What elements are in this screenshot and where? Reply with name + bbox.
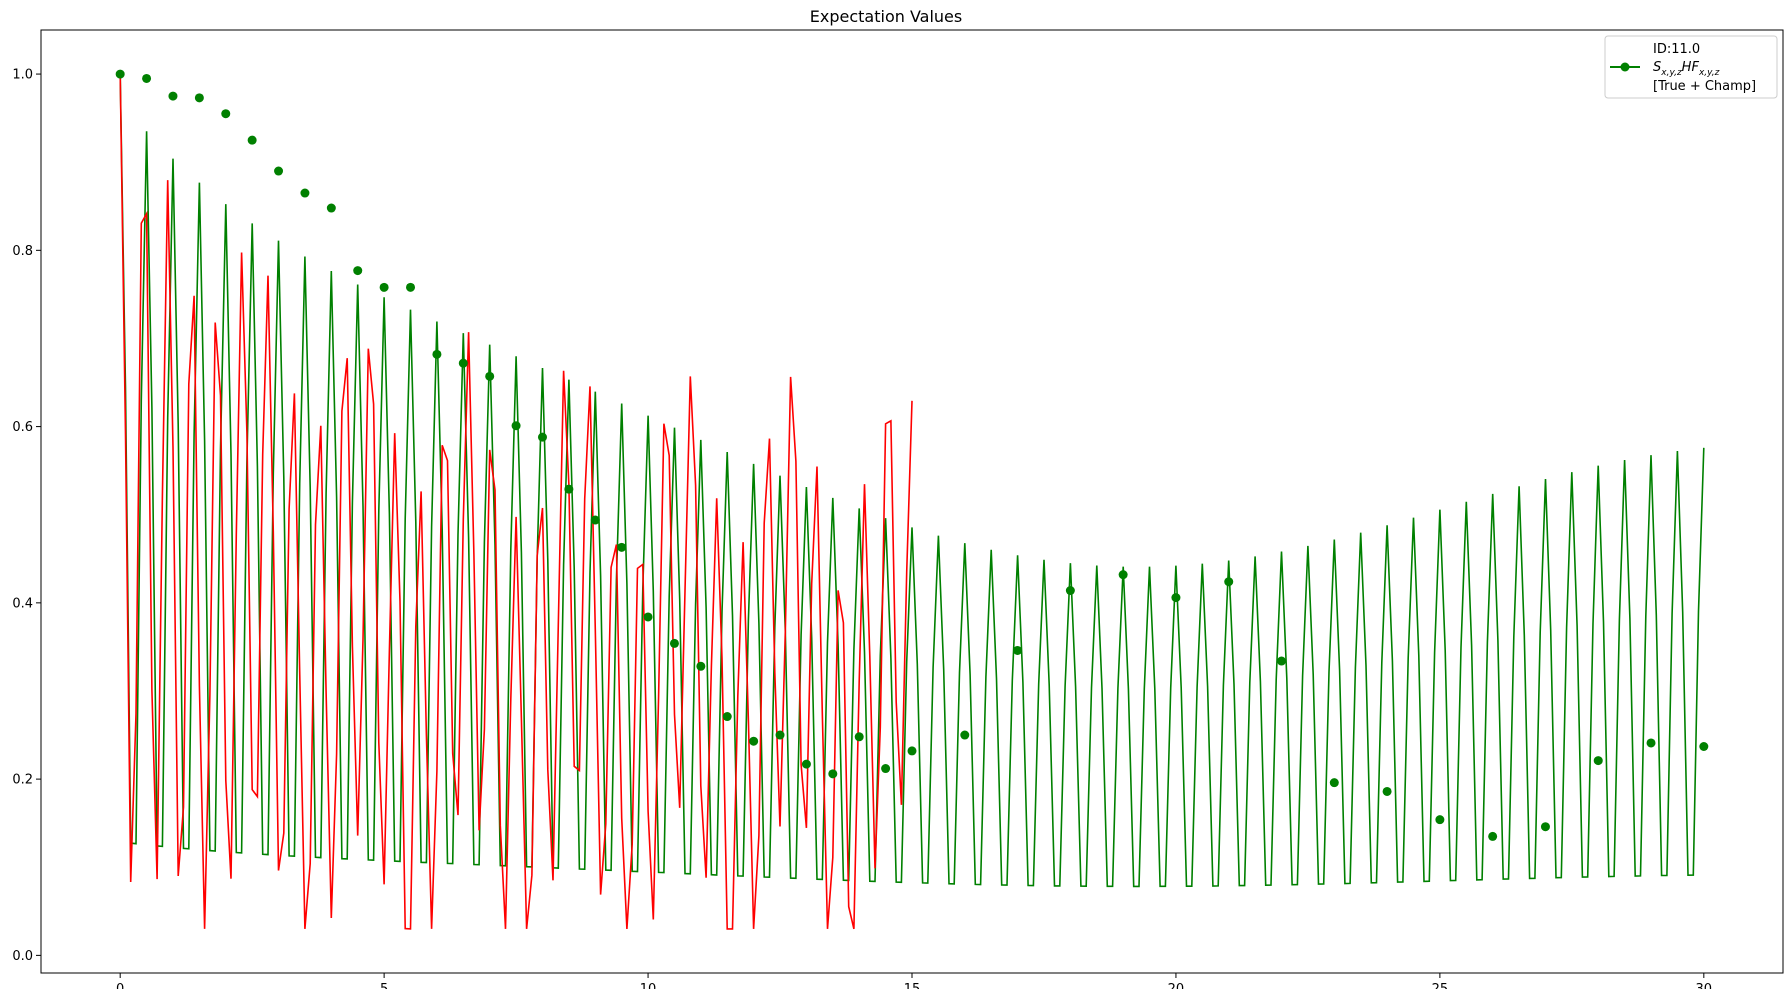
y-tick-label: 0.6 [12,420,33,435]
series-line-red [119,74,913,930]
legend-label-s: S [1653,60,1661,75]
data-point-marker [168,91,178,101]
data-point-marker [960,730,970,740]
x-tick-label: 25 [1432,982,1449,989]
data-point-marker [617,542,627,552]
data-point-marker [1382,786,1392,796]
data-point-marker [1593,756,1603,766]
data-point-marker [696,661,706,671]
x-tick-label: 0 [116,982,124,989]
data-point-marker [801,759,811,769]
data-point-marker [406,282,416,292]
data-point-marker [221,109,231,119]
chart-title: Expectation Values [810,7,962,26]
x-tick-label: 5 [380,982,388,989]
legend-title: ID:11.0 [1653,42,1700,57]
data-point-marker [379,282,389,292]
data-point-marker [854,732,864,742]
data-point-marker [1171,593,1181,603]
data-point-marker [485,371,495,381]
data-point-marker [1329,778,1339,788]
x-axis: 0 5 10 15 20 25 30 [116,973,1712,989]
data-point-marker [828,769,838,779]
data-point-marker [1488,831,1498,841]
data-point-marker [274,166,284,176]
data-point-marker [458,358,468,368]
data-point-marker [669,638,679,648]
data-point-marker [1435,815,1445,825]
data-point-marker [432,349,442,359]
data-point-marker [537,432,547,442]
data-point-marker [1065,586,1075,596]
legend-series-label-2: [True + Champ] [1653,79,1756,94]
data-point-marker [194,93,204,103]
data-point-marker [115,69,125,79]
data-point-marker [1699,742,1709,752]
data-point-marker [326,203,336,213]
data-point-marker [1646,738,1656,748]
plot-lines [119,74,1705,930]
data-point-marker [1118,570,1128,580]
data-point-marker [881,764,891,774]
x-tick-label: 20 [1168,982,1185,989]
series-markers [115,69,1709,841]
data-point-marker [353,266,363,276]
legend-box [1604,35,1778,99]
legend: ID:11.0 Sx,y,zHFx,y,z [True + Champ] [1604,35,1778,99]
legend-label-hf: HF [1682,60,1700,75]
data-point-marker [511,421,521,431]
legend-marker-swatch [1620,62,1630,72]
y-tick-label: 0.0 [12,949,33,964]
series-line-green [119,74,1705,888]
data-point-marker [1540,822,1550,832]
data-point-marker [643,612,653,622]
data-point-marker [775,730,785,740]
data-point-marker [722,712,732,722]
data-point-marker [564,484,574,494]
data-point-marker [907,746,917,756]
x-tick-label: 15 [904,982,921,989]
y-tick-label: 0.2 [12,773,33,788]
legend-series-label: Sx,y,zHFx,y,z [1653,60,1720,78]
data-point-marker [1277,656,1287,666]
y-tick-label: 1.0 [12,68,33,83]
y-tick-label: 0.4 [12,596,33,611]
legend-label-sub1: x,y,z [1660,68,1682,78]
x-tick-label: 10 [640,982,657,989]
data-point-marker [142,73,152,83]
data-point-marker [1224,577,1234,587]
data-point-marker [247,135,257,145]
legend-label-sub2: x,y,z [1698,68,1720,78]
y-tick-label: 0.8 [12,244,33,259]
y-axis: 0.0 0.2 0.4 0.6 0.8 1.0 [12,68,41,964]
data-point-marker [749,736,759,746]
data-point-marker [590,515,600,525]
data-point-marker [1013,645,1023,655]
x-tick-label: 30 [1696,982,1713,989]
data-point-marker [300,188,310,198]
